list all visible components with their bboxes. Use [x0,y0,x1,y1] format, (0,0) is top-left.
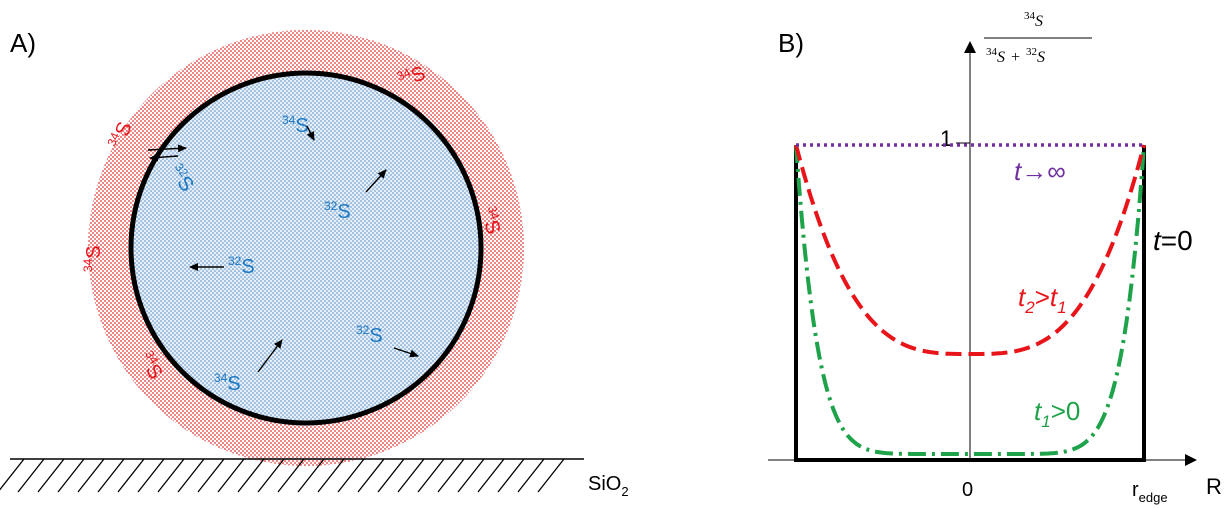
exchange-arrow [149,153,179,162]
inner-34s-label: 34S [214,371,241,395]
hatch-line [117,458,145,493]
hatch-line [197,458,225,493]
inner-32s-label: 32S [324,199,351,223]
hatch-line [0,458,25,491]
hatch-line [57,458,85,493]
hatch-line [417,458,445,493]
hatch-line [377,458,405,493]
curve-t2 [794,144,1146,356]
tick-label-edge: redge [1132,479,1168,505]
hatch-line [237,458,265,493]
inner-isotope-labels: 34S 32S 32S 32S 34S 32S [172,113,383,395]
hatch-line [17,458,45,493]
y-axis-label: 34S 34S +32S [984,10,1092,66]
hatch-line [457,458,485,493]
curve-label-t2: t2>t1 [1018,282,1067,317]
diffusion-arrow [257,339,283,373]
hatch-line [357,458,385,493]
hatch-line [277,458,305,493]
hatch-line [497,458,525,493]
substrate-label: SiO2 [588,473,629,499]
inner-32s-label: 32S [356,323,383,347]
inner-34s-label: 34S [282,113,309,137]
nanoparticle-outline [128,70,484,426]
inner-32s-label: 32S [228,254,255,278]
hatch-line [517,458,545,493]
diffusion-arrows [147,125,419,373]
hatch-line [437,458,465,493]
curve-label-t1: t1>0 [1034,396,1080,431]
hatch-line [397,458,425,493]
curve-label-t-inf: t→∞ [1014,156,1066,186]
hatch-line [477,458,505,493]
nanoparticle-core [131,73,481,423]
hatch-line [317,458,345,493]
panel-a-label: A) [10,28,36,58]
diffusion-arrow [306,125,315,141]
outer-34s-label: 34S [81,245,105,272]
hatch-line [77,458,105,493]
hatch-line [177,458,205,493]
diffusion-arrow [393,347,419,358]
x-axis-label: R [1206,474,1222,499]
curve-t0 [794,145,1146,462]
hatch-line [97,458,125,493]
hatch-line [137,458,165,493]
y-label-numerator: 34S [1024,10,1043,30]
outer-34s-label: 34S [475,204,506,237]
exchange-arrow [147,144,187,153]
curve-label-t0: t=0 [1153,225,1193,256]
panel-b-label: B) [778,28,804,58]
hatch-line [297,458,325,493]
tick-label-one: 1 [940,126,952,151]
profile-curves [794,143,1146,462]
substrate-hatching [0,458,565,493]
hatch-line [257,458,285,493]
hatch-line [157,458,185,493]
hatch-line [37,458,65,493]
tick-label-zero: 0 [962,479,973,501]
hatch-line [337,458,365,493]
y-label-denominator: 34S +32S [986,46,1045,66]
hatch-line [217,458,245,493]
diffusion-arrow [365,169,387,193]
curve-t1 [794,144,1146,456]
panel-b: B) 34S 34S +32S R 1 0 redge t→∞ t=0 t2>t1… [768,10,1222,505]
hatch-line [537,458,565,493]
panel-a: A) SiO2 34S 34S 34S 34S 34S 34S 32S 32S … [0,28,629,499]
outer-isotope-labels: 34S 34S 34S 34S 34S [81,62,506,383]
